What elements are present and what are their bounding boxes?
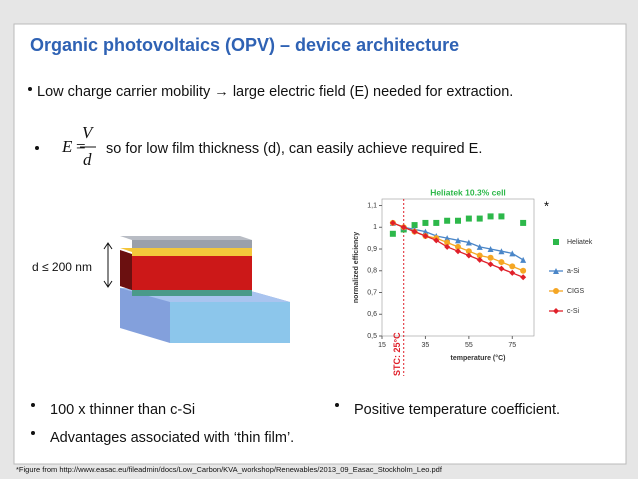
legend-label: c-Si (567, 308, 580, 315)
data-point (411, 222, 418, 229)
data-point (520, 267, 527, 274)
plot-frame (381, 198, 535, 337)
data-point (433, 237, 440, 244)
formula-eq: = (76, 137, 86, 156)
legend-label: a-Si (567, 268, 580, 275)
data-point (444, 235, 451, 242)
legend-marker (553, 239, 559, 245)
data-point (520, 256, 527, 263)
data-point (498, 259, 505, 266)
data-point (422, 232, 429, 239)
bullet-text: Advantages associated with ‘thin film’. (50, 430, 294, 446)
data-point (389, 219, 396, 226)
data-point (455, 243, 461, 250)
data-point (487, 261, 494, 268)
data-point (476, 256, 483, 263)
bullet (335, 403, 339, 407)
bullet-text: Positive temperature coefficient. (354, 402, 560, 418)
device-stack (120, 236, 290, 343)
y-axis-label: normalized efficiency (353, 232, 360, 303)
arrow-heads (103, 242, 113, 288)
data-point (444, 243, 451, 250)
y-tick-label: 1,1 (367, 202, 377, 209)
data-point (411, 228, 418, 235)
annotation: STC: 25°C (392, 332, 402, 376)
data-point (487, 246, 494, 253)
data-point (487, 254, 494, 261)
data-point (455, 217, 461, 224)
data-point (487, 213, 494, 220)
bullet (35, 146, 39, 150)
bullet (31, 403, 35, 407)
y-tick-label: 0,6 (367, 311, 377, 318)
data-point (400, 224, 407, 231)
data-point (465, 252, 472, 259)
data-point (465, 215, 472, 222)
y-tick-label: 1 (373, 224, 377, 231)
figure (341, 186, 603, 386)
bullet (31, 431, 35, 435)
data-point (498, 248, 505, 255)
data-point (498, 213, 505, 220)
footnote: *Figure from http://www.easac.eu/fileadm… (16, 465, 443, 474)
data-point (520, 219, 527, 226)
data-point (509, 269, 516, 276)
x-tick-label: 55 (465, 342, 473, 349)
y-tick-label: 0,9 (367, 246, 377, 253)
data-point (455, 237, 461, 244)
data-point (422, 219, 429, 226)
data-point (509, 263, 516, 270)
y-tick-label: 0,5 (367, 333, 377, 340)
bullet-text: so for low film thickness (d), can easil… (106, 141, 482, 157)
data-point (455, 248, 461, 255)
figure-mark: * (544, 198, 549, 213)
bullet-text: 100 x thinner than c-Si (50, 402, 195, 418)
data-point (476, 252, 483, 259)
bullet (28, 87, 32, 91)
data-point (433, 219, 440, 226)
data-point (444, 217, 451, 224)
data-point (476, 215, 483, 222)
y-tick-label: 0,7 (367, 289, 377, 296)
chart-title: Heliatek 10.3% cell (430, 187, 506, 197)
data-point (498, 265, 505, 272)
thickness-label: d ≤ 200 nm (32, 260, 92, 274)
formula-den: d (83, 150, 92, 169)
data-point (422, 228, 429, 235)
bullet-text: Low charge carrier mobility → large elec… (37, 84, 513, 100)
data-point (444, 239, 451, 246)
legend-marker (553, 308, 559, 314)
formula-lhs: E (61, 137, 73, 156)
data-point (509, 250, 516, 257)
x-tick-label: 75 (508, 342, 516, 349)
legend-label: CIGS (567, 288, 584, 295)
legend-marker (553, 288, 559, 294)
formula-num: V (82, 123, 95, 142)
data-point (465, 239, 472, 246)
data-point (465, 248, 472, 255)
slide-title: Organic photovoltaics (OPV) – device arc… (30, 35, 459, 55)
data-point (476, 243, 483, 250)
legend-label: Heliatek (567, 239, 593, 246)
data-point (389, 230, 396, 237)
legend-marker (553, 268, 559, 274)
y-tick-label: 0,8 (367, 268, 377, 275)
x-axis-label: temperature (°C) (451, 354, 506, 362)
x-tick-label: 35 (422, 342, 430, 349)
data-point (520, 274, 527, 281)
x-tick-label: 15 (378, 342, 386, 349)
chart: 0,5 0,6 0,7 0,8 0,9 1 1,1 15 35 55 75 Heliatek 10.3… (353, 187, 593, 376)
